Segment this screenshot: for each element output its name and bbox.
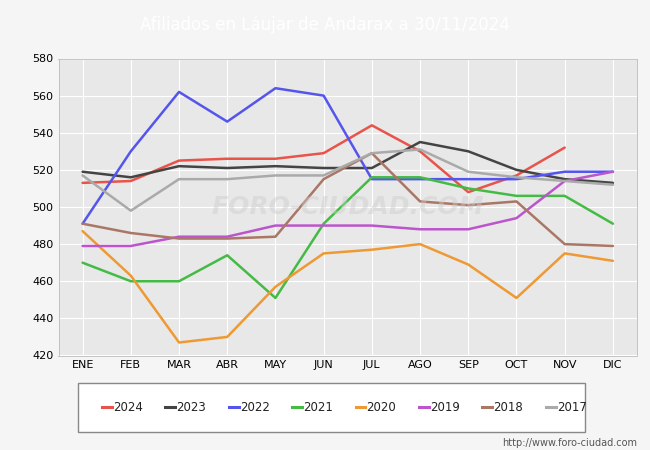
Text: Afiliados en Láujar de Andarax a 30/11/2024: Afiliados en Láujar de Andarax a 30/11/2… [140, 15, 510, 34]
Text: 2020: 2020 [367, 401, 396, 414]
Text: 2021: 2021 [304, 401, 333, 414]
Text: FORO-CIUDAD.COM: FORO-CIUDAD.COM [211, 195, 484, 219]
Text: 2018: 2018 [493, 401, 523, 414]
Text: 2017: 2017 [557, 401, 586, 414]
Text: 2023: 2023 [177, 401, 206, 414]
Text: http://www.foro-ciudad.com: http://www.foro-ciudad.com [502, 438, 637, 448]
Text: 2022: 2022 [240, 401, 270, 414]
Text: 2024: 2024 [113, 401, 143, 414]
FancyBboxPatch shape [78, 382, 585, 432]
Text: 2019: 2019 [430, 401, 460, 414]
